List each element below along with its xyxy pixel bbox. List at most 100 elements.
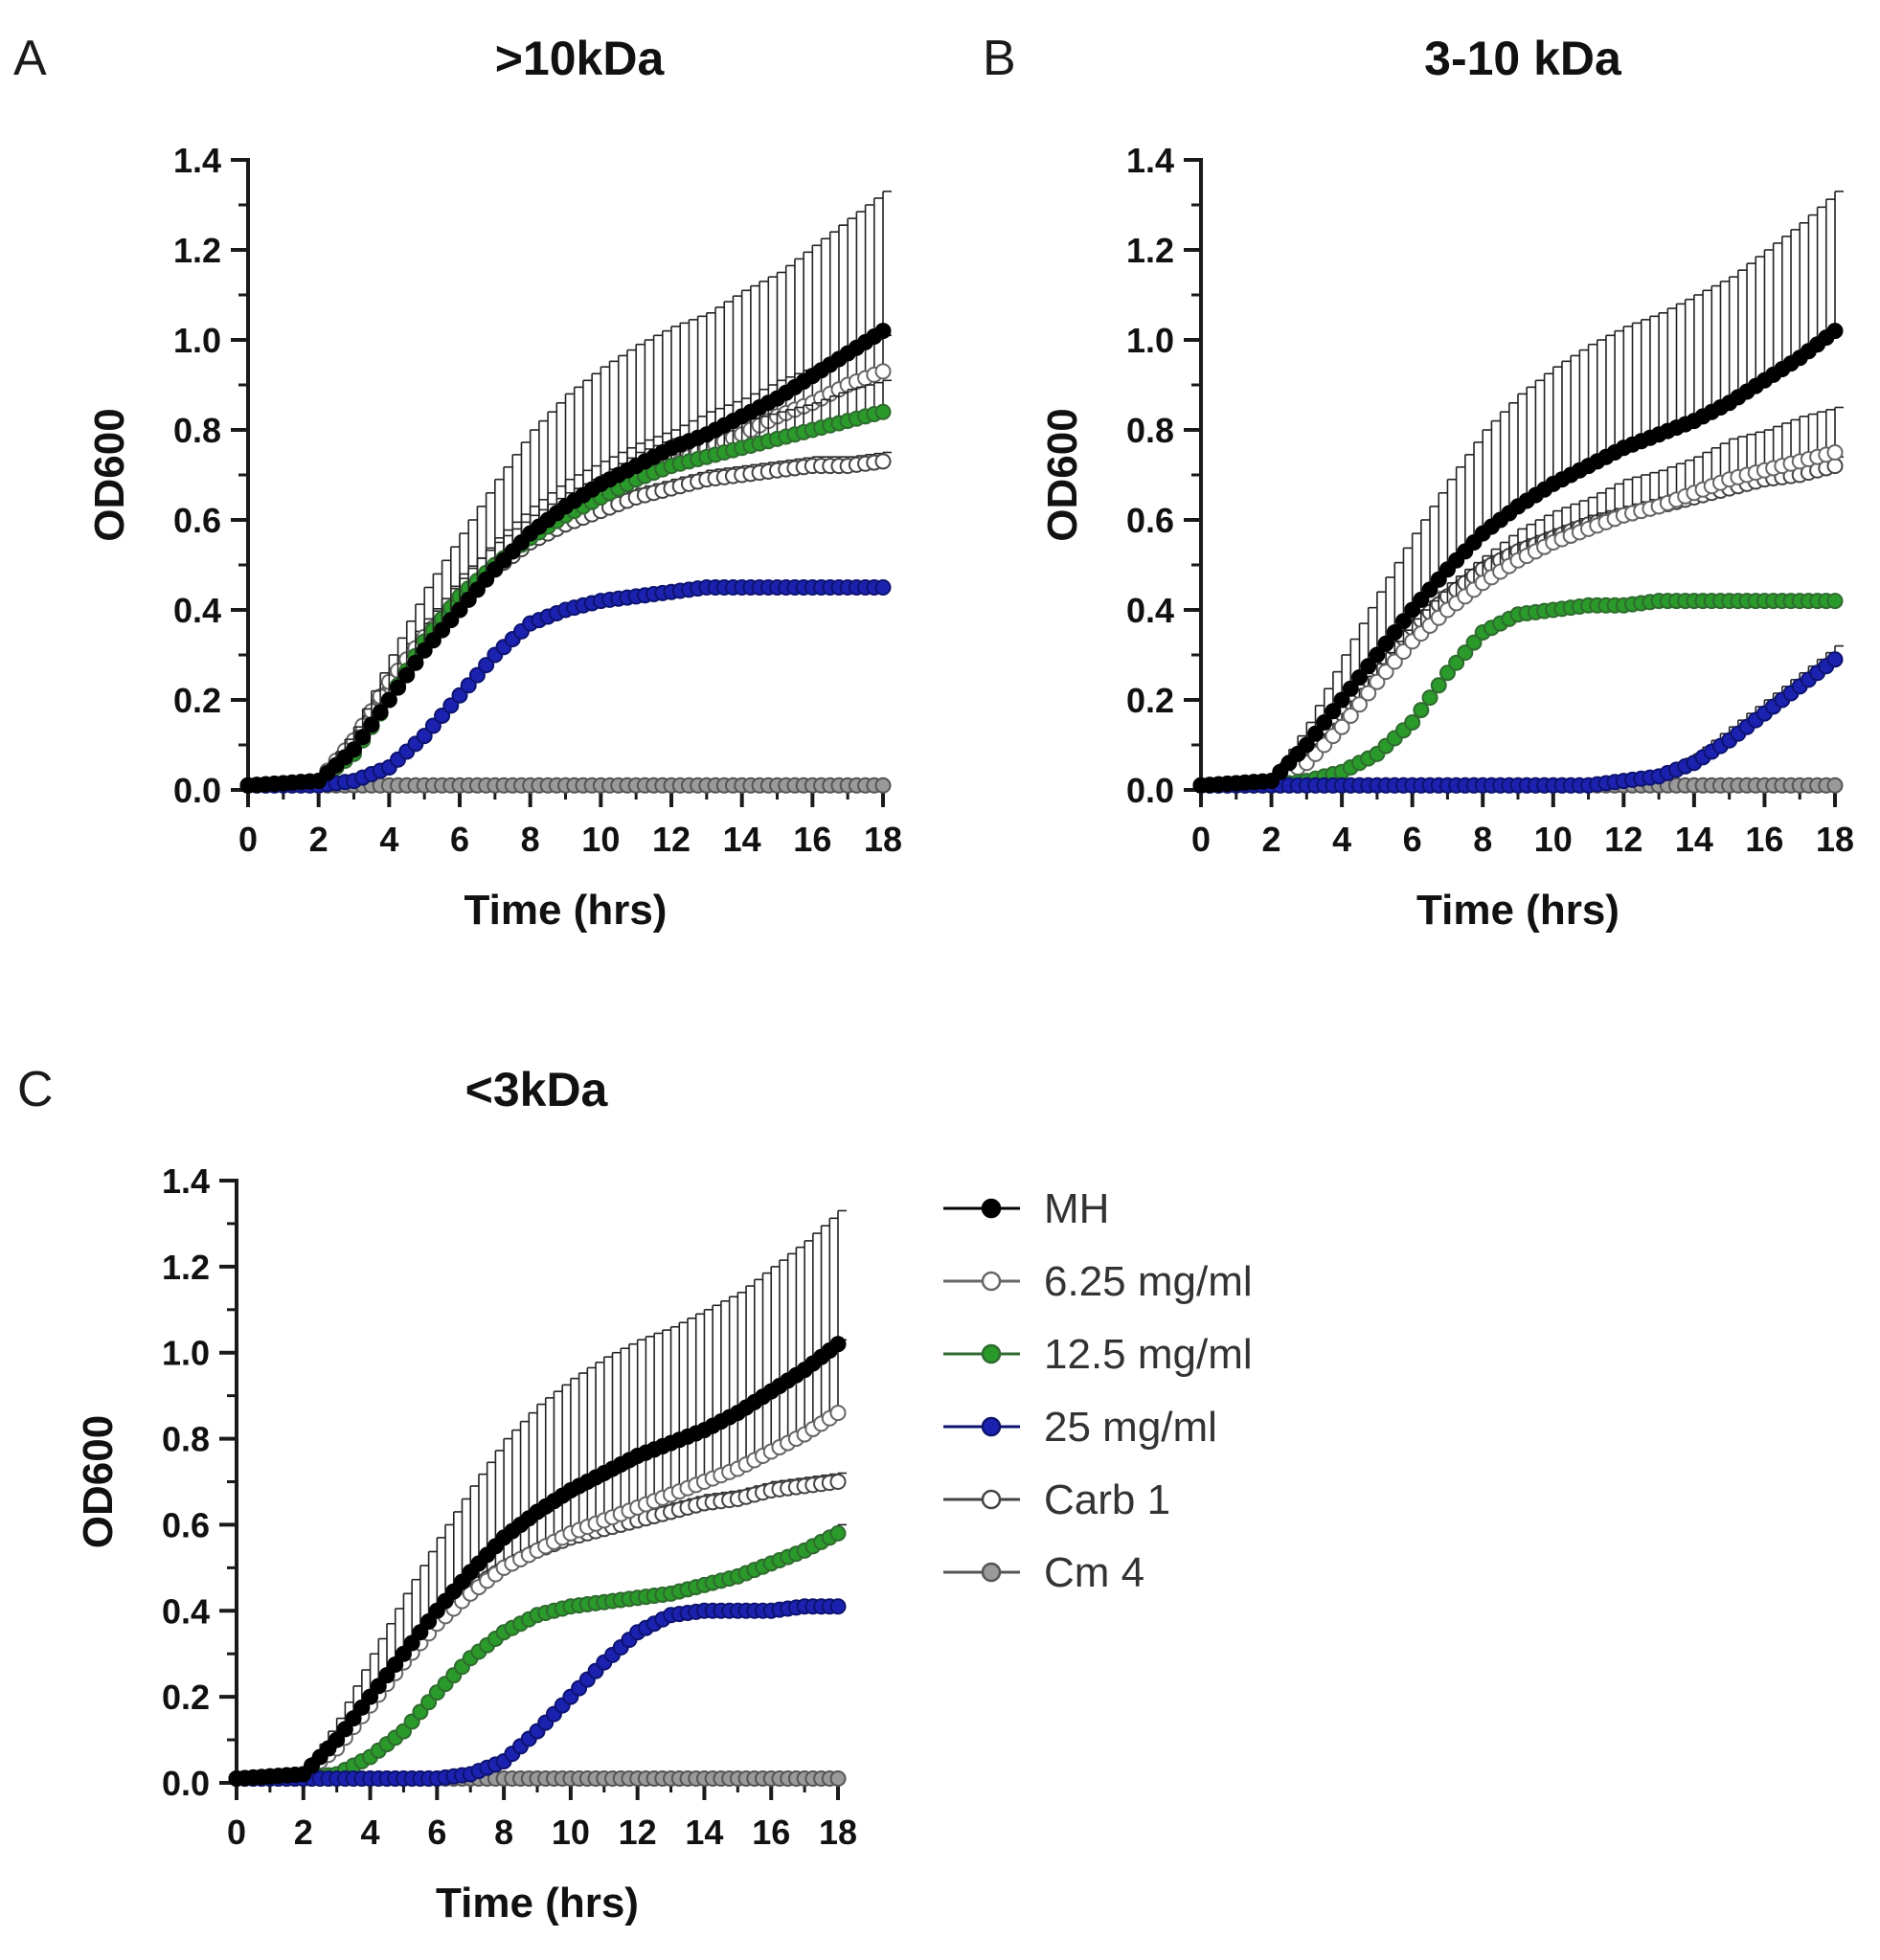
- legend-marker: [981, 1271, 1002, 1292]
- data-point: [874, 777, 892, 794]
- y-tick-label: 1.2: [162, 1248, 210, 1287]
- data-point: [468, 581, 486, 598]
- data-point: [829, 1524, 847, 1542]
- data-point: [1377, 664, 1394, 681]
- x-tick-label: 16: [752, 1813, 790, 1852]
- data-point: [829, 1770, 847, 1788]
- data-point: [1394, 642, 1412, 660]
- x-tick-label: 10: [552, 1813, 590, 1852]
- data-point: [372, 704, 389, 721]
- data-point: [398, 666, 416, 684]
- x-axis-label: Time (hrs): [1416, 887, 1620, 934]
- data-point: [874, 579, 892, 596]
- data-point: [829, 1336, 847, 1353]
- x-tick-label: 18: [1816, 820, 1854, 859]
- legend-marker: [981, 1416, 1002, 1437]
- legend-marker: [981, 1562, 1002, 1583]
- x-tick-label: 8: [521, 820, 540, 859]
- legend-item-cm-4: Cm 4: [943, 1549, 1144, 1596]
- data-point: [1448, 654, 1465, 671]
- legend-label: 12.5 mg/ml: [1044, 1331, 1253, 1378]
- x-tick-label: 2: [309, 820, 328, 859]
- data-point: [1369, 673, 1386, 690]
- data-point: [829, 1474, 847, 1490]
- data-point: [1421, 689, 1438, 707]
- x-tick-label: 14: [685, 1813, 723, 1852]
- x-axis-label: Time (hrs): [436, 1880, 639, 1926]
- x-tick-label: 6: [450, 820, 469, 859]
- x-tick-label: 12: [1604, 820, 1642, 859]
- data-point: [1430, 677, 1447, 694]
- series-12-5-mg-ml: [1192, 593, 1844, 794]
- data-point: [362, 1688, 379, 1705]
- series-mh: [228, 1209, 847, 1788]
- y-tick-label: 0.0: [162, 1764, 210, 1803]
- data-point: [451, 687, 468, 704]
- data-point: [390, 679, 407, 696]
- y-tick-label: 0.4: [173, 591, 221, 630]
- data-point: [424, 717, 442, 734]
- data-point: [416, 728, 433, 745]
- y-tick-label: 0.6: [173, 501, 221, 540]
- data-point: [1316, 714, 1333, 731]
- panel-a: A >10kDa 0.0 0.2 0.4 0.6 0.8 1.0 1.2 1.4 0 2 4 6 8 10…: [13, 31, 902, 934]
- legend-item-mh: MH: [943, 1185, 1109, 1232]
- data-point: [442, 697, 460, 714]
- data-point: [345, 1710, 362, 1727]
- data-point: [1369, 646, 1386, 664]
- x-tick-label: 2: [294, 1813, 313, 1852]
- data-point: [354, 729, 372, 746]
- data-point: [1386, 624, 1403, 641]
- data-point: [1333, 691, 1350, 709]
- y-tick-label: 1.2: [173, 231, 221, 270]
- y-tick-label: 0.4: [162, 1591, 210, 1631]
- data-point: [1394, 613, 1412, 630]
- x-tick-label: 14: [723, 820, 761, 859]
- y-tick-label: 1.2: [1126, 231, 1174, 270]
- data-point: [370, 1678, 387, 1695]
- data-point: [1342, 707, 1359, 724]
- x-tick-label: 18: [819, 1813, 857, 1852]
- data-point: [1404, 714, 1421, 731]
- data-point: [478, 657, 495, 674]
- y-tick-label: 1.0: [173, 321, 221, 360]
- data-point: [1307, 725, 1325, 742]
- legend-item-6-25-mg-ml: 6.25 mg/ml: [943, 1258, 1253, 1305]
- y-tick-label: 0.6: [1126, 501, 1174, 540]
- legend-label: 6.25 mg/ml: [1044, 1258, 1253, 1305]
- data-point: [829, 1598, 847, 1615]
- legend-marker: [981, 1343, 1002, 1364]
- data-point: [380, 691, 397, 709]
- data-point: [1421, 581, 1438, 598]
- legend-label: MH: [1044, 1185, 1109, 1232]
- data-point: [874, 453, 892, 470]
- panel-letter-c: C: [17, 1062, 54, 1117]
- x-tick-label: 0: [227, 1813, 246, 1852]
- data-point: [1826, 593, 1844, 610]
- legend-item-12-5-mg-ml: 12.5 mg/ml: [943, 1331, 1253, 1378]
- x-tick-label: 16: [793, 820, 831, 859]
- data-point: [395, 1645, 412, 1662]
- series-25-mg-ml: [228, 1598, 847, 1788]
- data-point: [460, 677, 477, 694]
- data-point: [407, 654, 424, 671]
- data-point: [378, 1667, 396, 1684]
- panel-title-a: >10kDa: [495, 32, 666, 85]
- data-point: [1325, 703, 1342, 720]
- data-point: [434, 621, 451, 639]
- plot-area-c: 0.0 0.2 0.4 0.6 0.8 1.0 1.2 1.4 0 2 4 6 8 10 12 14 16 18 T…: [75, 1161, 857, 1926]
- data-point: [363, 716, 380, 733]
- y-tick-label: 1.4: [1126, 141, 1174, 180]
- data-point: [387, 1656, 404, 1673]
- data-point: [1351, 696, 1368, 713]
- y-tick-label: 0.8: [1126, 411, 1174, 450]
- data-point: [1360, 685, 1377, 702]
- data-point: [451, 601, 468, 619]
- x-axis-label: Time (hrs): [464, 887, 668, 934]
- data-point: [416, 642, 433, 659]
- x-tick-label: 12: [619, 1813, 657, 1852]
- data-point: [1826, 651, 1844, 668]
- panel-c: C <3kDa 0.0 0.2 0.4 0.6 0.8 1.0 1.2 1.4 0 2 4 6 8 10 1…: [17, 1062, 857, 1926]
- legend-item-25-mg-ml: 25 mg/ml: [943, 1404, 1217, 1451]
- y-tick-label: 0.4: [1126, 591, 1174, 630]
